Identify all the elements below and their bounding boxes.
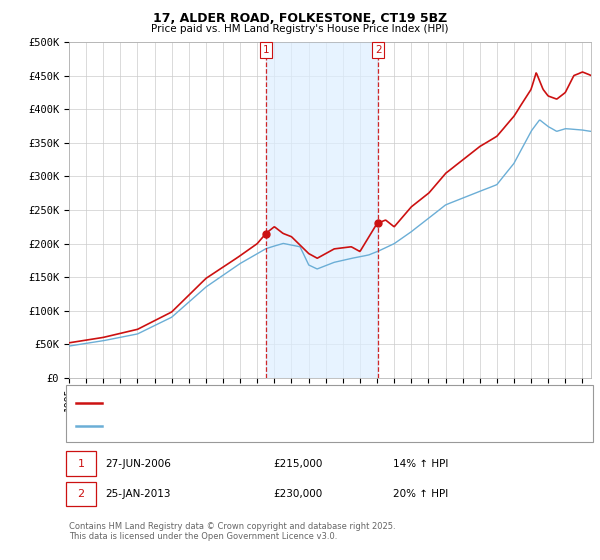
Text: 17, ALDER ROAD, FOLKESTONE, CT19 5BZ: 17, ALDER ROAD, FOLKESTONE, CT19 5BZ — [153, 12, 447, 25]
Bar — [266, 42, 378, 378]
Text: 1: 1 — [77, 459, 85, 469]
Text: £215,000: £215,000 — [273, 459, 322, 469]
Text: 14% ↑ HPI: 14% ↑ HPI — [393, 459, 448, 469]
Text: 2: 2 — [77, 489, 85, 499]
Text: £230,000: £230,000 — [273, 489, 322, 499]
Text: HPI: Average price, semi-detached house, Folkestone and Hythe: HPI: Average price, semi-detached house,… — [106, 422, 411, 431]
Text: Contains HM Land Registry data © Crown copyright and database right 2025.
This d: Contains HM Land Registry data © Crown c… — [69, 522, 395, 542]
Text: 1: 1 — [262, 45, 269, 55]
Text: 2: 2 — [375, 45, 382, 55]
Text: 25-JAN-2013: 25-JAN-2013 — [105, 489, 170, 499]
Text: 17, ALDER ROAD, FOLKESTONE, CT19 5BZ (semi-detached house): 17, ALDER ROAD, FOLKESTONE, CT19 5BZ (se… — [106, 398, 419, 407]
Text: Price paid vs. HM Land Registry's House Price Index (HPI): Price paid vs. HM Land Registry's House … — [151, 24, 449, 34]
Text: 27-JUN-2006: 27-JUN-2006 — [105, 459, 171, 469]
Text: 20% ↑ HPI: 20% ↑ HPI — [393, 489, 448, 499]
